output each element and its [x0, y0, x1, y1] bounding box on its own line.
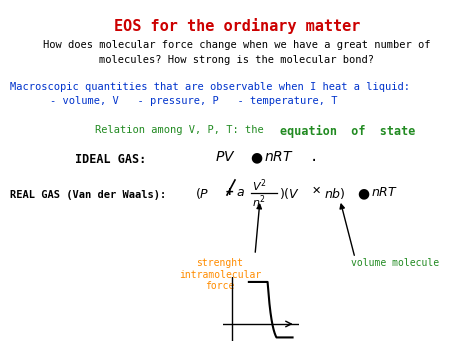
- Text: $n^2$: $n^2$: [252, 193, 266, 209]
- Text: molecules? How strong is the molecular bond?: molecules? How strong is the molecular b…: [100, 55, 374, 65]
- Text: ✕: ✕: [312, 186, 321, 196]
- Text: $)(V$: $)(V$: [279, 186, 300, 201]
- Text: How does molecular force change when we have a great number of: How does molecular force change when we …: [43, 40, 431, 50]
- Text: $PV$: $PV$: [215, 150, 236, 164]
- Text: +: +: [226, 186, 234, 199]
- Text: $a$: $a$: [236, 186, 245, 199]
- Text: $( P$: $( P$: [195, 186, 210, 201]
- Text: IDEAL GAS:: IDEAL GAS:: [75, 153, 146, 166]
- Text: $nRT$: $nRT$: [371, 186, 398, 199]
- Text: - volume, V   - pressure, P   - temperature, T: - volume, V - pressure, P - temperature,…: [50, 96, 337, 106]
- Text: ●: ●: [357, 186, 369, 200]
- Text: equation  of  state: equation of state: [280, 125, 415, 138]
- Text: $nRT$: $nRT$: [264, 150, 294, 164]
- Text: strenght
intramolecular
force: strenght intramolecular force: [179, 258, 261, 291]
- Text: Macroscopic quantities that are observable when I heat a liquid:: Macroscopic quantities that are observab…: [10, 82, 410, 92]
- Text: Relation among V, P, T: the: Relation among V, P, T: the: [95, 125, 270, 135]
- Text: volume molecule: volume molecule: [351, 258, 439, 268]
- Text: .: .: [310, 150, 319, 164]
- Text: EOS for the ordinary matter: EOS for the ordinary matter: [114, 18, 360, 34]
- Text: $nb)$: $nb)$: [324, 186, 346, 201]
- Text: ●: ●: [250, 150, 262, 164]
- Text: $V^2$: $V^2$: [252, 177, 266, 193]
- Text: REAL GAS (Van der Waals):: REAL GAS (Van der Waals):: [10, 190, 166, 200]
